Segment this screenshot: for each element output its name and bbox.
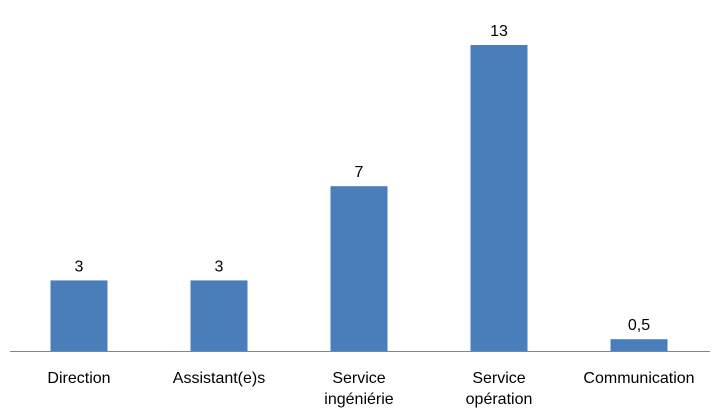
bar-0 — [50, 280, 108, 351]
data-label-1: 3 — [215, 258, 224, 275]
category-label-4: Communication — [583, 370, 694, 387]
data-label-0: 3 — [75, 258, 84, 275]
category-label-3-line-1: opération — [466, 391, 533, 408]
category-label-0: Direction — [47, 370, 110, 387]
data-label-2: 7 — [355, 164, 364, 181]
category-labels-group: Direction Assistant(e)s Service ingéniérie S… — [47, 370, 694, 408]
data-label-4: 0,5 — [628, 317, 650, 334]
bars-group — [50, 45, 668, 351]
category-label-3-line-0: Service — [472, 370, 525, 387]
data-label-3: 13 — [490, 23, 508, 40]
category-label-1: Assistant(e)s — [173, 370, 265, 387]
bar-4 — [610, 339, 668, 351]
bar-2 — [330, 186, 388, 351]
category-label-2-line-1: ingéniérie — [324, 391, 393, 408]
bar-3 — [470, 45, 528, 351]
bar-1 — [190, 280, 248, 351]
value-labels-group: 3 3 7 13 0,5 — [75, 23, 651, 334]
category-label-2-line-0: Service — [332, 370, 385, 387]
